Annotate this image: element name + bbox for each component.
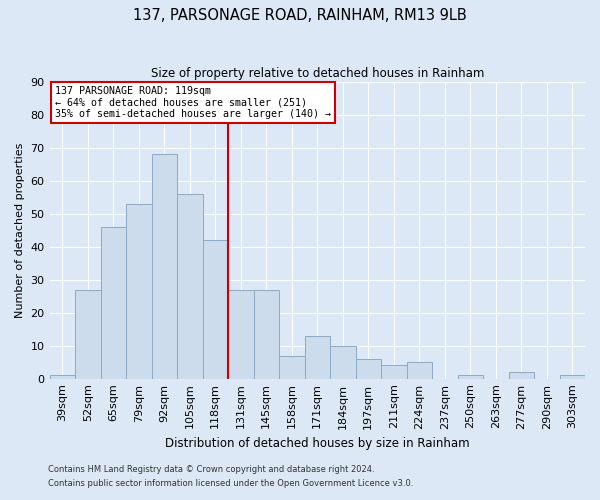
- Bar: [305, 336, 330, 378]
- Bar: [75, 290, 101, 378]
- Bar: [381, 366, 407, 378]
- Bar: [458, 376, 483, 378]
- Bar: [50, 376, 75, 378]
- Y-axis label: Number of detached properties: Number of detached properties: [15, 142, 25, 318]
- Bar: [203, 240, 228, 378]
- Text: 137, PARSONAGE ROAD, RAINHAM, RM13 9LB: 137, PARSONAGE ROAD, RAINHAM, RM13 9LB: [133, 8, 467, 22]
- Bar: [254, 290, 279, 378]
- Bar: [407, 362, 432, 378]
- Bar: [356, 359, 381, 378]
- Text: Contains HM Land Registry data © Crown copyright and database right 2024.
Contai: Contains HM Land Registry data © Crown c…: [48, 466, 413, 487]
- Bar: [279, 356, 305, 378]
- X-axis label: Distribution of detached houses by size in Rainham: Distribution of detached houses by size …: [165, 437, 470, 450]
- Bar: [509, 372, 534, 378]
- Text: 137 PARSONAGE ROAD: 119sqm
← 64% of detached houses are smaller (251)
35% of sem: 137 PARSONAGE ROAD: 119sqm ← 64% of deta…: [55, 86, 331, 120]
- Bar: [228, 290, 254, 378]
- Bar: [330, 346, 356, 378]
- Bar: [152, 154, 177, 378]
- Bar: [126, 204, 152, 378]
- Bar: [560, 376, 585, 378]
- Bar: [101, 227, 126, 378]
- Title: Size of property relative to detached houses in Rainham: Size of property relative to detached ho…: [151, 68, 484, 80]
- Bar: [177, 194, 203, 378]
